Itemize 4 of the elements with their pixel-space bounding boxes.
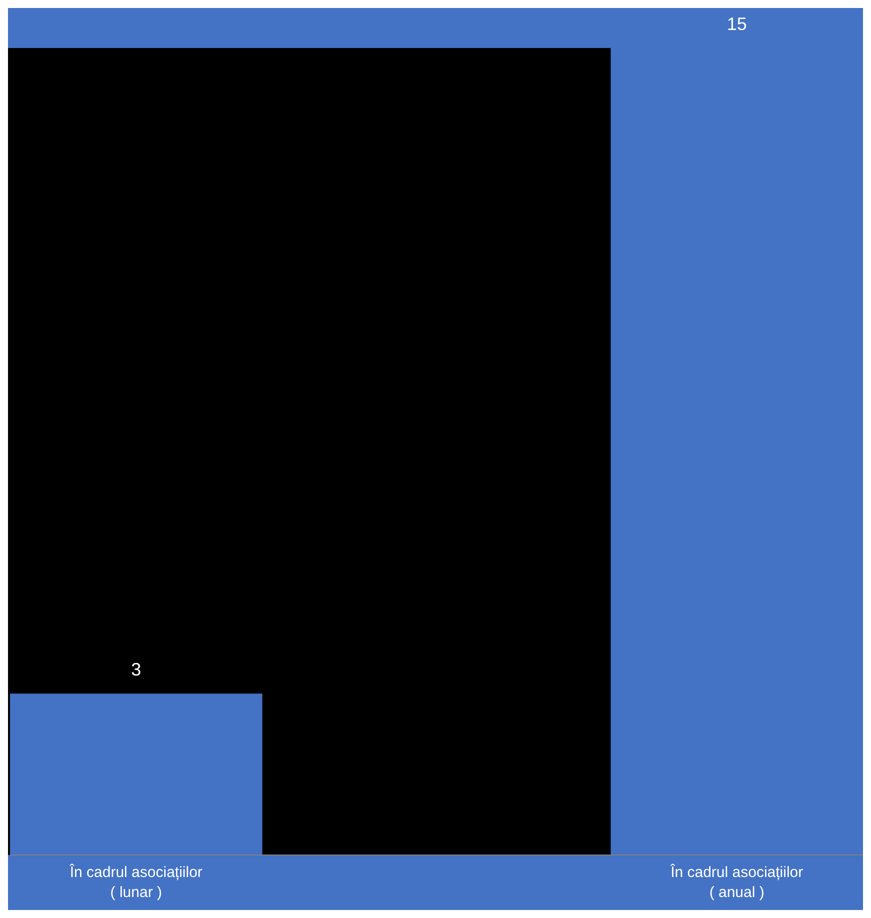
x-tick-label: În cadrul asociațiilor ( anual ) bbox=[670, 863, 804, 901]
data-label: 3 bbox=[131, 660, 142, 680]
data-label: 15 bbox=[726, 14, 747, 34]
x-tick-label: În cadrul asociațiilor ( lunar ) bbox=[68, 863, 202, 901]
